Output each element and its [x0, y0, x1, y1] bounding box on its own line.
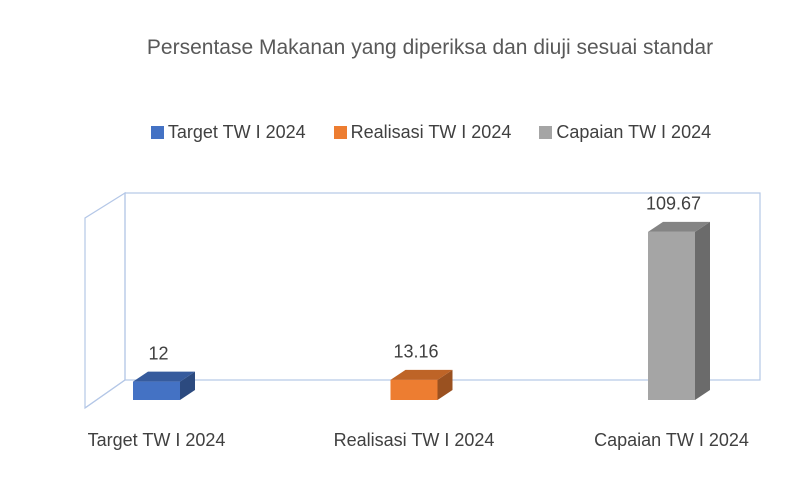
bar [133, 371, 195, 400]
bar-top [648, 221, 710, 232]
x-tick-label: Capaian TW I 2024 [594, 430, 749, 450]
x-tick-label: Target TW I 2024 [87, 430, 226, 450]
bar-front [648, 231, 695, 400]
legend: Target TW I 2024 Realisasi TW I 2024 Capai… [0, 122, 802, 143]
chart-title: Persentase Makanan yang diperiksa dan di… [146, 36, 714, 59]
legend-swatch [150, 126, 164, 139]
legend-item: Capaian TW I 2024 [539, 122, 711, 143]
legend-swatch [539, 126, 553, 139]
side-wall [84, 191, 126, 410]
legend-swatch [333, 126, 347, 139]
bar-side [437, 369, 453, 400]
legend-item: Realisasi TW I 2024 [333, 122, 512, 143]
bar-top [390, 369, 453, 380]
bar-side [695, 221, 710, 400]
bar-top [133, 371, 195, 382]
bar [648, 221, 710, 400]
legend-label: Target TW I 2024 [167, 122, 306, 142]
floor-edge [84, 379, 126, 409]
data-label: 12 [148, 343, 168, 363]
bar-side [180, 371, 195, 400]
legend-label: Realisasi TW I 2024 [350, 122, 512, 142]
data-label: 13.16 [393, 342, 438, 362]
data-label: 109.67 [646, 194, 701, 214]
bar-front [133, 381, 180, 400]
x-tick-label: Realisasi TW I 2024 [333, 430, 495, 450]
legend-item: Target TW I 2024 [150, 122, 306, 143]
bar [390, 369, 453, 400]
legend-label: Capaian TW I 2024 [556, 122, 712, 142]
bar-front [390, 379, 438, 400]
